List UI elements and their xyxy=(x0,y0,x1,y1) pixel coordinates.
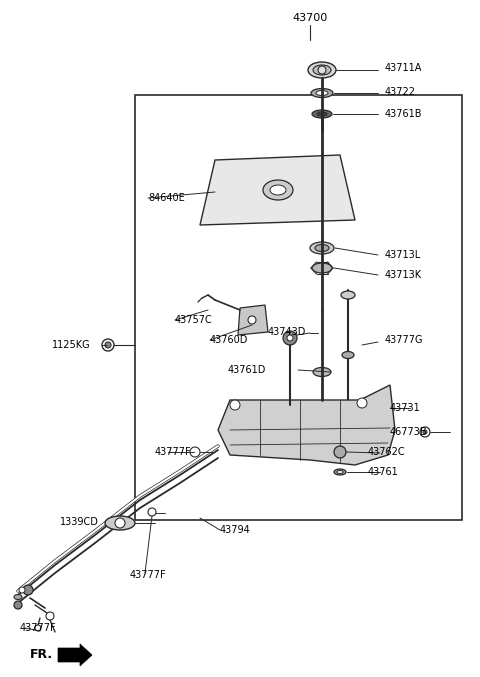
Text: 1125KG: 1125KG xyxy=(52,340,91,350)
Text: 43757C: 43757C xyxy=(175,315,213,325)
Text: 43722: 43722 xyxy=(385,87,416,97)
Ellipse shape xyxy=(14,594,22,600)
Circle shape xyxy=(423,430,427,434)
Ellipse shape xyxy=(341,291,355,299)
Text: 1339CD: 1339CD xyxy=(60,517,99,527)
Circle shape xyxy=(14,601,22,609)
Polygon shape xyxy=(200,155,355,225)
Text: 43713L: 43713L xyxy=(385,250,421,260)
Ellipse shape xyxy=(105,516,135,530)
Circle shape xyxy=(115,518,125,528)
Circle shape xyxy=(248,316,256,324)
Circle shape xyxy=(105,342,111,348)
Text: 43711A: 43711A xyxy=(385,63,422,73)
Ellipse shape xyxy=(340,410,356,420)
Text: 43700: 43700 xyxy=(292,13,328,23)
Circle shape xyxy=(287,335,293,341)
Circle shape xyxy=(102,339,114,351)
Ellipse shape xyxy=(310,242,334,254)
Ellipse shape xyxy=(308,62,336,78)
Polygon shape xyxy=(238,305,268,335)
Circle shape xyxy=(357,398,367,408)
Text: FR.: FR. xyxy=(30,649,53,661)
Text: 43794: 43794 xyxy=(220,525,251,535)
Circle shape xyxy=(148,508,156,516)
Text: 43761D: 43761D xyxy=(228,365,266,375)
Text: 43762C: 43762C xyxy=(368,447,406,457)
Circle shape xyxy=(318,66,326,74)
Text: 43777G: 43777G xyxy=(385,335,423,345)
Polygon shape xyxy=(218,385,395,465)
Text: 43731: 43731 xyxy=(390,403,421,413)
Polygon shape xyxy=(58,644,92,666)
Circle shape xyxy=(283,331,297,345)
Text: 43777F: 43777F xyxy=(130,570,167,580)
Bar xyxy=(135,95,462,520)
Text: 43760D: 43760D xyxy=(210,335,248,345)
Circle shape xyxy=(46,612,54,620)
Text: 43777F: 43777F xyxy=(155,447,192,457)
Circle shape xyxy=(35,625,41,631)
Text: 43761: 43761 xyxy=(368,467,399,477)
Ellipse shape xyxy=(311,89,333,97)
Ellipse shape xyxy=(342,351,354,359)
Ellipse shape xyxy=(334,469,346,475)
Circle shape xyxy=(420,427,430,437)
Text: 84640E: 84640E xyxy=(148,193,185,203)
Ellipse shape xyxy=(316,91,328,95)
Ellipse shape xyxy=(270,185,286,195)
Ellipse shape xyxy=(263,180,293,200)
Text: 43713K: 43713K xyxy=(385,270,422,280)
Ellipse shape xyxy=(313,368,331,376)
Circle shape xyxy=(334,446,346,458)
Circle shape xyxy=(190,447,200,457)
Ellipse shape xyxy=(317,112,327,116)
Ellipse shape xyxy=(315,244,329,251)
Circle shape xyxy=(23,585,33,595)
Ellipse shape xyxy=(312,263,332,273)
Ellipse shape xyxy=(313,65,331,75)
Ellipse shape xyxy=(337,471,343,473)
Text: 43777F: 43777F xyxy=(20,623,57,633)
Text: 46773B: 46773B xyxy=(390,427,428,437)
Circle shape xyxy=(19,587,25,593)
Text: 43743D: 43743D xyxy=(268,327,306,337)
Text: 43761B: 43761B xyxy=(385,109,422,119)
Circle shape xyxy=(230,400,240,410)
Ellipse shape xyxy=(312,110,332,118)
